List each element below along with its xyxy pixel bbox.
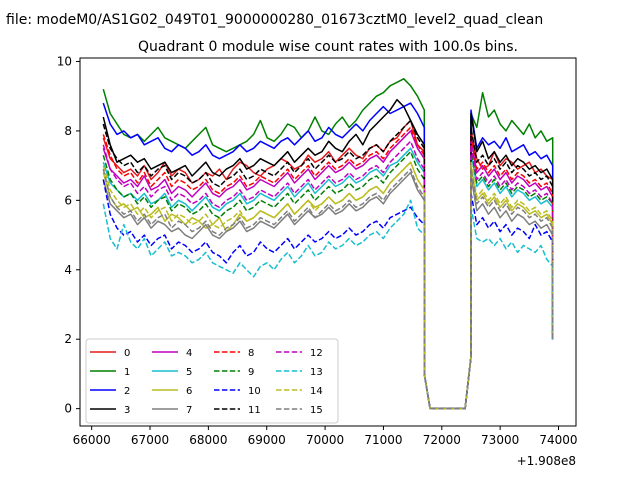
legend-box (85, 338, 339, 424)
y-tick-label: 6 (64, 193, 72, 207)
x-tick-label: 71000 (364, 433, 402, 447)
series-line-14 (102, 161, 554, 410)
y-tick-label: 2 (64, 332, 72, 346)
series-line-11 (102, 119, 554, 410)
x-offset-label: +1.908e8 (517, 454, 576, 468)
series-line-13 (102, 199, 554, 410)
legend-label-4: 4 (186, 348, 192, 359)
x-tick-label: 68000 (189, 433, 227, 447)
legend-label-1: 1 (124, 367, 130, 378)
legend-label-11: 11 (248, 405, 261, 416)
legend-label-0: 0 (124, 348, 130, 359)
legend-label-9: 9 (248, 367, 254, 378)
legend-label-6: 6 (186, 386, 192, 397)
legend-label-14: 14 (310, 386, 323, 397)
chart-title: Quadrant 0 module wise count rates with … (138, 39, 518, 55)
legend-label-2: 2 (124, 386, 130, 397)
legend-label-5: 5 (186, 367, 192, 378)
y-axis: 0 2 4 6 8 10 (57, 54, 80, 416)
legend-label-10: 10 (248, 386, 261, 397)
series-line-9 (102, 147, 554, 410)
series-line-10 (102, 179, 554, 410)
plot-frame (79, 57, 577, 427)
y-tick-label: 0 (64, 402, 72, 416)
x-tick-label: 66000 (73, 433, 111, 447)
series-line-7 (102, 171, 554, 410)
x-tick-label: 70000 (306, 433, 344, 447)
series-line-8 (102, 126, 554, 410)
x-tick-label: 67000 (131, 433, 169, 447)
series-line-15 (102, 168, 554, 410)
legend-label-7: 7 (186, 405, 192, 416)
legend-label-12: 12 (310, 348, 323, 359)
x-tick-label: 73000 (481, 433, 519, 447)
legend-label-8: 8 (248, 348, 254, 359)
y-tick-label: 4 (64, 263, 72, 277)
series-line-12 (102, 140, 554, 410)
series-line-4 (102, 130, 554, 410)
series-layer (102, 78, 554, 410)
series-line-2 (102, 102, 554, 410)
figure-suptitle: file: modeM0/AS1G02_049T01_9000000280_01… (6, 12, 543, 28)
x-tick-label: 69000 (248, 433, 286, 447)
legend-label-13: 13 (310, 367, 323, 378)
series-line-5 (102, 147, 554, 410)
y-tick-label: 8 (64, 124, 72, 138)
x-tick-label: 72000 (423, 433, 461, 447)
series-line-3 (102, 98, 554, 410)
legend-label-3: 3 (124, 405, 130, 416)
y-tick-label: 10 (57, 54, 72, 68)
x-axis: 66000 67000 68000 69000 70000 71000 72000 73000… (73, 426, 578, 447)
x-tick-label: 74000 (539, 433, 577, 447)
legend-label-15: 15 (310, 405, 323, 416)
